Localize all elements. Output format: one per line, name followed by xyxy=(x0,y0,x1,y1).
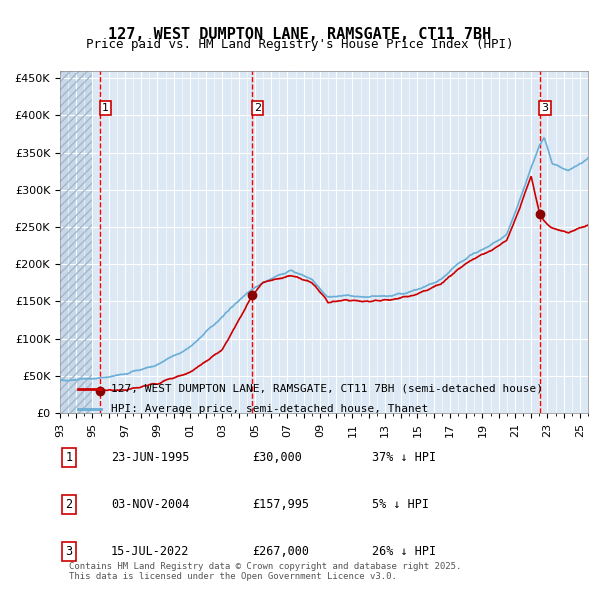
Text: £30,000: £30,000 xyxy=(252,451,302,464)
Text: 2: 2 xyxy=(65,498,73,511)
Text: 127, WEST DUMPTON LANE, RAMSGATE, CT11 7BH: 127, WEST DUMPTON LANE, RAMSGATE, CT11 7… xyxy=(109,27,491,41)
Text: £267,000: £267,000 xyxy=(252,545,309,558)
Text: 3: 3 xyxy=(542,103,548,113)
Text: 03-NOV-2004: 03-NOV-2004 xyxy=(111,498,190,511)
Text: 37% ↓ HPI: 37% ↓ HPI xyxy=(372,451,436,464)
Text: HPI: Average price, semi-detached house, Thanet: HPI: Average price, semi-detached house,… xyxy=(110,405,428,414)
Text: 5% ↓ HPI: 5% ↓ HPI xyxy=(372,498,429,511)
Text: 26% ↓ HPI: 26% ↓ HPI xyxy=(372,545,436,558)
Bar xyxy=(60,71,92,413)
Text: 3: 3 xyxy=(65,545,73,558)
Text: 2: 2 xyxy=(254,103,261,113)
Text: Price paid vs. HM Land Registry's House Price Index (HPI): Price paid vs. HM Land Registry's House … xyxy=(86,38,514,51)
Text: 1: 1 xyxy=(65,451,73,464)
Text: 127, WEST DUMPTON LANE, RAMSGATE, CT11 7BH (semi-detached house): 127, WEST DUMPTON LANE, RAMSGATE, CT11 7… xyxy=(110,384,542,394)
Text: 1: 1 xyxy=(102,103,109,113)
Text: Contains HM Land Registry data © Crown copyright and database right 2025.
This d: Contains HM Land Registry data © Crown c… xyxy=(69,562,461,581)
Text: £157,995: £157,995 xyxy=(252,498,309,511)
Text: 15-JUL-2022: 15-JUL-2022 xyxy=(111,545,190,558)
Text: 23-JUN-1995: 23-JUN-1995 xyxy=(111,451,190,464)
